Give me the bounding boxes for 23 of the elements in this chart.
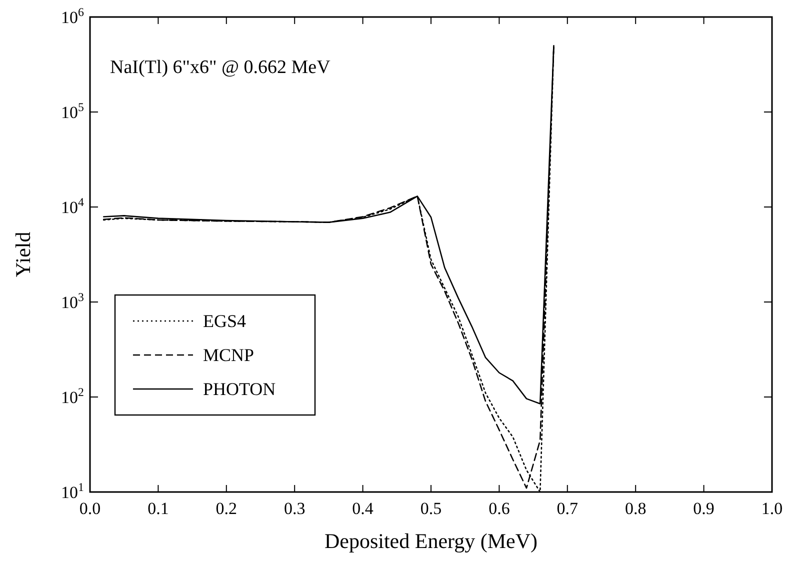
x-tick-label: 0.1 — [148, 499, 169, 518]
legend-label: EGS4 — [203, 311, 246, 331]
x-tick-label: 0.3 — [284, 499, 306, 518]
y-tick-label: 10$^{1}$ — [61, 480, 84, 502]
x-tick-label: 0.6 — [488, 499, 510, 518]
y-tick-label: 10$^{2}$ — [61, 385, 84, 407]
y-axis-title: Yield — [11, 231, 35, 278]
y-tick-label: 10$^{6}$ — [61, 5, 84, 27]
y-tick-label: 10$^{3}$ — [61, 290, 84, 312]
legend-label: MCNP — [203, 345, 254, 365]
x-tick-label: 0.5 — [420, 499, 442, 518]
x-axis-title: Deposited Energy (MeV) — [324, 529, 538, 553]
x-tick-label: 0.9 — [693, 499, 714, 518]
y-tick-label: 10$^{5}$ — [61, 100, 84, 122]
x-tick-label: 1.0 — [761, 499, 783, 518]
legend-label: PHOTON — [203, 379, 276, 399]
x-tick-label: 0.0 — [79, 499, 101, 518]
x-tick-label: 0.4 — [352, 499, 374, 518]
x-tick-label: 0.2 — [216, 499, 238, 518]
x-tick-label: 0.7 — [556, 499, 579, 518]
y-tick-label: 10$^{4}$ — [61, 195, 84, 217]
x-tick-label: 0.8 — [624, 499, 646, 518]
annotation: NaI(Tl) 6"x6" @ 0.662 MeV — [110, 57, 331, 78]
